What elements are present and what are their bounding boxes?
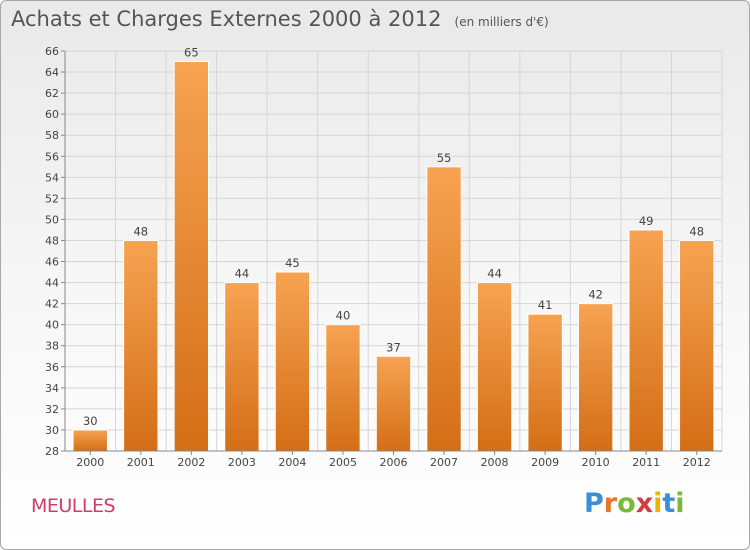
- y-tick-label: 54: [45, 171, 59, 184]
- y-tick-label: 64: [45, 66, 59, 79]
- x-tick-label: 2007: [430, 456, 458, 469]
- y-tick-label: 62: [45, 87, 59, 100]
- y-tick-label: 42: [45, 298, 59, 311]
- y-tick-label: 50: [45, 213, 59, 226]
- data-label: 30: [83, 414, 98, 428]
- data-label: 48: [133, 224, 148, 238]
- data-labels: 30 48 65 44 45 40 37 55 44 41 42 49 48: [83, 46, 704, 428]
- logo-letter: r: [603, 488, 618, 519]
- bar-2000: [72, 429, 108, 452]
- logo-letter: i: [675, 488, 685, 519]
- chart-title: Achats et Charges Externes 2000 à 2012: [11, 7, 442, 31]
- y-tick-label: 30: [45, 424, 59, 437]
- commune-name: MEULLES: [31, 495, 116, 517]
- bar-2011: [628, 229, 664, 452]
- bar-2002: [173, 61, 210, 452]
- data-label: 44: [487, 267, 502, 281]
- x-tick-label: 2012: [683, 456, 711, 469]
- bar-2005: [325, 324, 361, 452]
- y-tick-label: 32: [45, 403, 59, 416]
- y-tick-label: 56: [45, 150, 59, 163]
- y-tick-label: 48: [45, 234, 59, 247]
- data-label: 49: [639, 214, 654, 228]
- chart-title-block: Achats et Charges Externes 2000 à 2012 (…: [11, 7, 549, 31]
- y-tick-label: 28: [45, 445, 59, 458]
- data-label: 45: [285, 256, 300, 270]
- bar-2004: [274, 271, 311, 452]
- logo-letter: o: [617, 488, 636, 519]
- bar-2009: [527, 313, 563, 452]
- x-tick-label: 2011: [632, 456, 660, 469]
- x-tick-label: 2002: [177, 456, 205, 469]
- logo-letter: P: [584, 488, 604, 519]
- x-tick-label: 2006: [380, 456, 408, 469]
- logo-letter: i: [653, 488, 663, 519]
- bar-2008: [476, 282, 513, 452]
- x-tick-label: 2010: [582, 456, 610, 469]
- x-tick-label: 2005: [329, 456, 357, 469]
- chart-unit: (en milliers d'€): [454, 15, 549, 29]
- y-tick-label: 52: [45, 192, 59, 205]
- data-label: 41: [538, 298, 553, 312]
- y-tick-label: 66: [45, 45, 59, 58]
- data-label: 44: [235, 267, 250, 281]
- y-tick-label: 46: [45, 256, 59, 269]
- data-label: 65: [184, 46, 199, 60]
- bar-2001: [123, 239, 159, 452]
- y-tick-label: 36: [45, 361, 59, 374]
- data-label: 40: [336, 309, 351, 323]
- data-label: 48: [689, 224, 704, 238]
- y-tick-label: 44: [45, 277, 59, 290]
- logo-letter: t: [662, 488, 676, 519]
- data-label: 37: [386, 340, 401, 354]
- data-label: 55: [437, 151, 452, 165]
- y-tick-label: 40: [45, 319, 59, 332]
- bars: [72, 61, 715, 452]
- x-tick-label: 2001: [127, 456, 155, 469]
- bar-2006: [375, 355, 412, 452]
- x-tick-label: 2003: [228, 456, 256, 469]
- bar-2010: [577, 303, 614, 452]
- bar-2003: [224, 282, 260, 452]
- proxiti-logo: Proxiti: [584, 488, 685, 519]
- bar-2012: [679, 239, 715, 452]
- x-tick-label: 2009: [531, 456, 559, 469]
- axes: 28 30 32 34 36 38 40 42 44 46 48 50 52 54 56 58 60 62 64 66…: [45, 45, 722, 469]
- y-tick-label: 58: [45, 129, 59, 142]
- x-tick-label: 2008: [481, 456, 509, 469]
- y-tick-label: 60: [45, 108, 59, 121]
- x-tick-label: 2000: [76, 456, 104, 469]
- data-label: 42: [588, 288, 603, 302]
- bar-2007: [426, 166, 462, 452]
- x-tick-label: 2004: [278, 456, 306, 469]
- logo-letter: x: [635, 488, 654, 519]
- y-tick-label: 34: [45, 382, 59, 395]
- y-tick-label: 38: [45, 340, 59, 353]
